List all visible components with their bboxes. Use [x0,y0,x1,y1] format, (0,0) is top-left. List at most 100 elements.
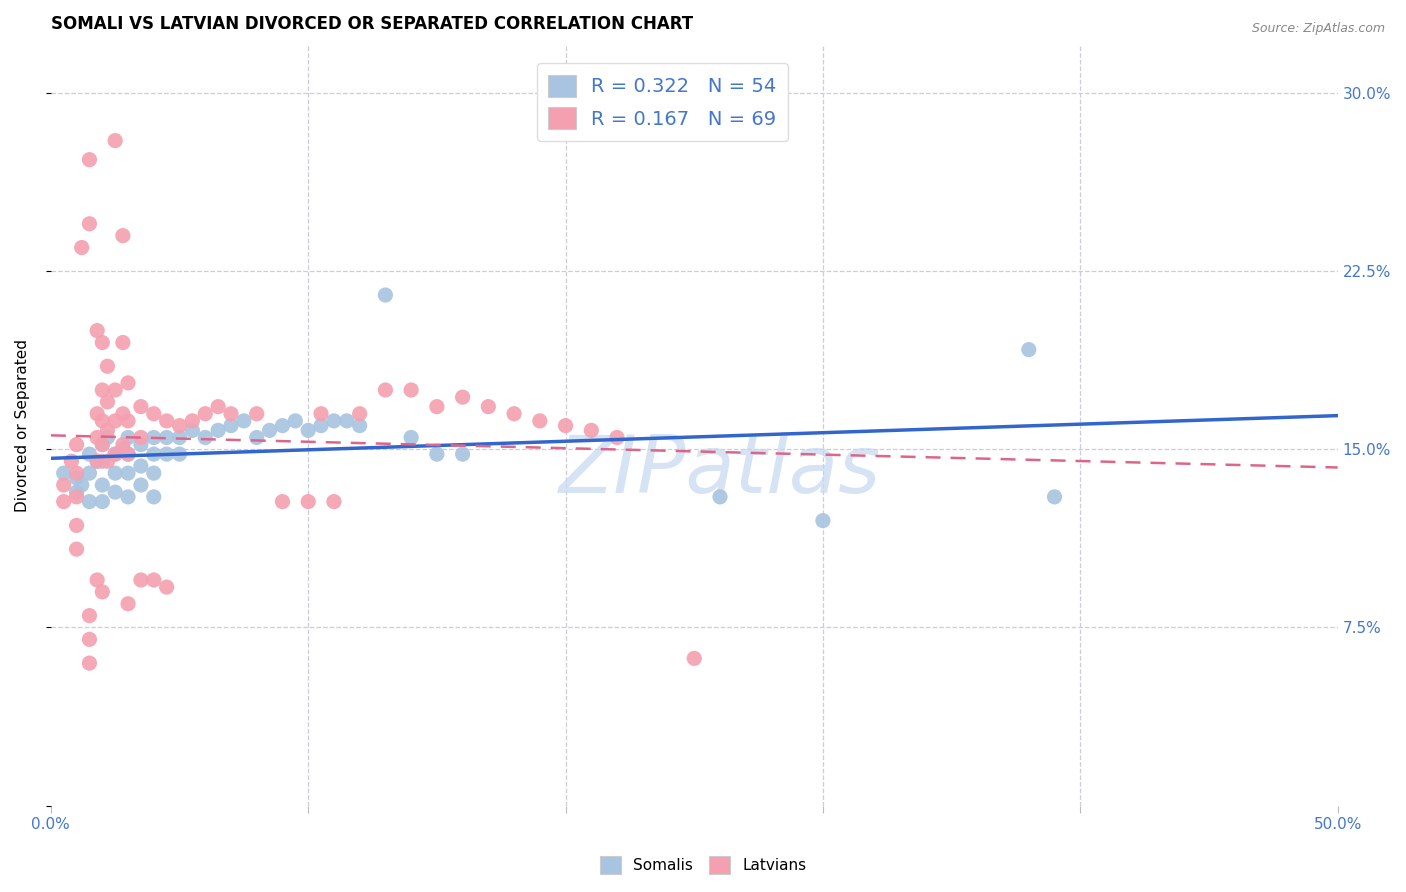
Point [104,414,127,428]
Point [104,466,127,480]
Point [1018,343,1040,357]
Point [79,632,101,647]
Point [219,418,242,433]
Point [309,407,332,421]
Point [104,383,127,397]
Point [246,407,269,421]
Point [1043,490,1066,504]
Point [683,651,706,665]
Point [65,518,87,533]
Point [284,414,307,428]
Y-axis label: Divorced or Separated: Divorced or Separated [15,339,30,512]
Point [65,542,87,557]
Point [399,383,422,397]
Point [129,430,152,444]
Point [91,478,114,492]
Point [554,418,576,433]
Point [91,414,114,428]
Point [129,458,152,473]
Point [117,490,139,504]
Point [104,447,127,461]
Point [169,418,191,433]
Point [349,407,371,421]
Point [451,390,474,404]
Point [169,430,191,444]
Point [79,217,101,231]
Point [104,447,127,461]
Point [156,414,179,428]
Point [271,418,294,433]
Point [96,430,118,444]
Point [336,414,359,428]
Point [79,494,101,508]
Point [86,407,108,421]
Point [70,240,93,254]
Point [606,430,628,444]
Point [207,423,229,437]
Point [91,335,114,350]
Point [207,400,229,414]
Point [86,573,108,587]
Point [111,437,134,451]
Point [91,585,114,599]
Point [86,430,108,444]
Point [323,494,346,508]
Point [142,430,165,444]
Point [96,423,118,437]
Point [79,656,101,670]
Point [232,414,254,428]
Point [297,423,319,437]
Point [811,514,834,528]
Text: ZIPatlas: ZIPatlas [560,433,882,510]
Point [117,597,139,611]
Point [117,447,139,461]
Point [399,430,422,444]
Point [52,466,75,480]
Point [111,335,134,350]
Point [79,608,101,623]
Point [104,134,127,148]
Point [194,430,217,444]
Point [86,454,108,468]
Point [169,447,191,461]
Point [156,447,179,461]
Point [503,407,526,421]
Point [297,494,319,508]
Legend: R = 0.322   N = 54, R = 0.167   N = 69: R = 0.322 N = 54, R = 0.167 N = 69 [537,63,787,141]
Point [117,376,139,390]
Point [156,580,179,594]
Point [129,573,152,587]
Legend: Somalis, Latvians: Somalis, Latvians [593,850,813,880]
Point [156,430,179,444]
Point [426,447,449,461]
Point [91,437,114,451]
Point [52,494,75,508]
Point [374,383,396,397]
Point [374,288,396,302]
Point [129,437,152,451]
Point [477,400,499,414]
Point [129,478,152,492]
Point [117,466,139,480]
Point [323,414,346,428]
Point [91,494,114,508]
Point [117,430,139,444]
Point [65,485,87,500]
Point [86,454,108,468]
Point [309,418,332,433]
Point [142,447,165,461]
Point [104,485,127,500]
Point [91,437,114,451]
Point [142,407,165,421]
Point [79,153,101,167]
Point [91,454,114,468]
Point [65,471,87,485]
Point [65,466,87,480]
Point [451,447,474,461]
Point [219,407,242,421]
Point [349,418,371,433]
Point [86,324,108,338]
Point [181,423,204,437]
Point [142,490,165,504]
Point [91,383,114,397]
